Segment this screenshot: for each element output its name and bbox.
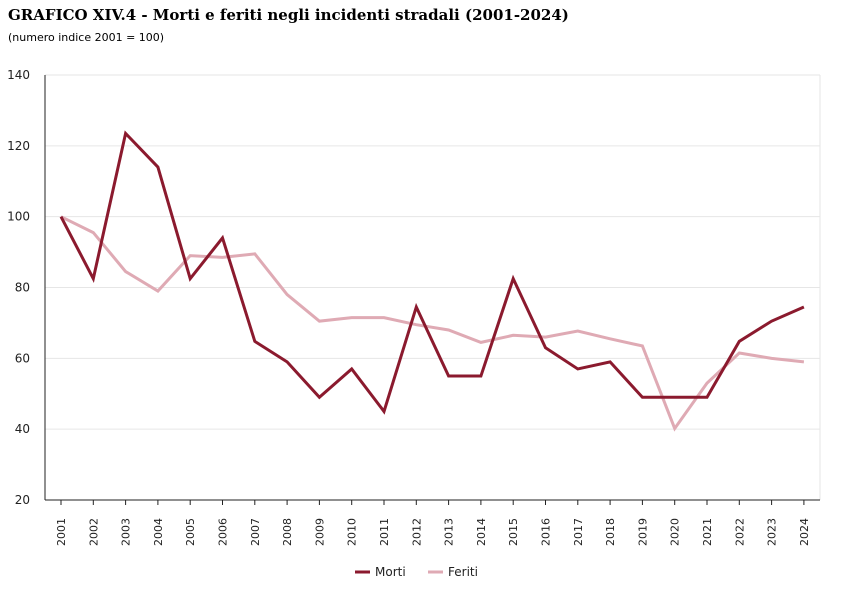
x-tick-label-2011: 2011 — [378, 518, 391, 546]
x-tick-label-2003: 2003 — [120, 518, 133, 546]
y-tick-label-60: 60 — [15, 351, 30, 365]
legend-label-morti: Morti — [375, 565, 406, 579]
x-tick-label-2004: 2004 — [152, 518, 165, 546]
x-tick-label-2019: 2019 — [636, 518, 649, 546]
x-tick-label-2020: 2020 — [669, 518, 682, 546]
x-tick-label-2016: 2016 — [540, 518, 553, 546]
x-tick-label-2009: 2009 — [313, 518, 326, 546]
x-tick-label-2002: 2002 — [87, 518, 100, 546]
chart-title: GRAFICO XIV.4 - Morti e feriti negli inc… — [8, 6, 569, 24]
x-tick-label-2007: 2007 — [249, 518, 262, 546]
chart-subtitle: (numero indice 2001 = 100) — [8, 31, 165, 44]
x-tick-label-2023: 2023 — [766, 518, 779, 546]
y-tick-label-80: 80 — [15, 281, 30, 295]
y-tick-label-140: 140 — [7, 68, 30, 82]
x-tick-label-2021: 2021 — [701, 518, 714, 546]
y-tick-label-40: 40 — [15, 422, 30, 436]
x-tick-label-2018: 2018 — [604, 518, 617, 546]
series-line-morti — [59, 130, 805, 415]
x-tick-label-2013: 2013 — [443, 518, 456, 546]
x-tick-label-2006: 2006 — [217, 518, 230, 546]
x-tick-label-2010: 2010 — [346, 518, 359, 546]
legend-label-feriti: Feriti — [448, 565, 478, 579]
y-tick-label-20: 20 — [15, 493, 30, 507]
x-tick-label-2024: 2024 — [798, 518, 811, 546]
x-tick-label-2008: 2008 — [281, 518, 294, 546]
x-tick-label-2017: 2017 — [572, 518, 585, 546]
y-tick-label-100: 100 — [7, 210, 30, 224]
x-tick-label-2014: 2014 — [475, 518, 488, 546]
x-tick-label-2005: 2005 — [184, 518, 197, 546]
y-tick-label-120: 120 — [7, 139, 30, 153]
x-tick-label-2001: 2001 — [55, 518, 68, 546]
x-tick-label-2022: 2022 — [733, 518, 746, 546]
x-tick-label-2012: 2012 — [410, 518, 423, 546]
x-tick-label-2015: 2015 — [507, 518, 520, 546]
